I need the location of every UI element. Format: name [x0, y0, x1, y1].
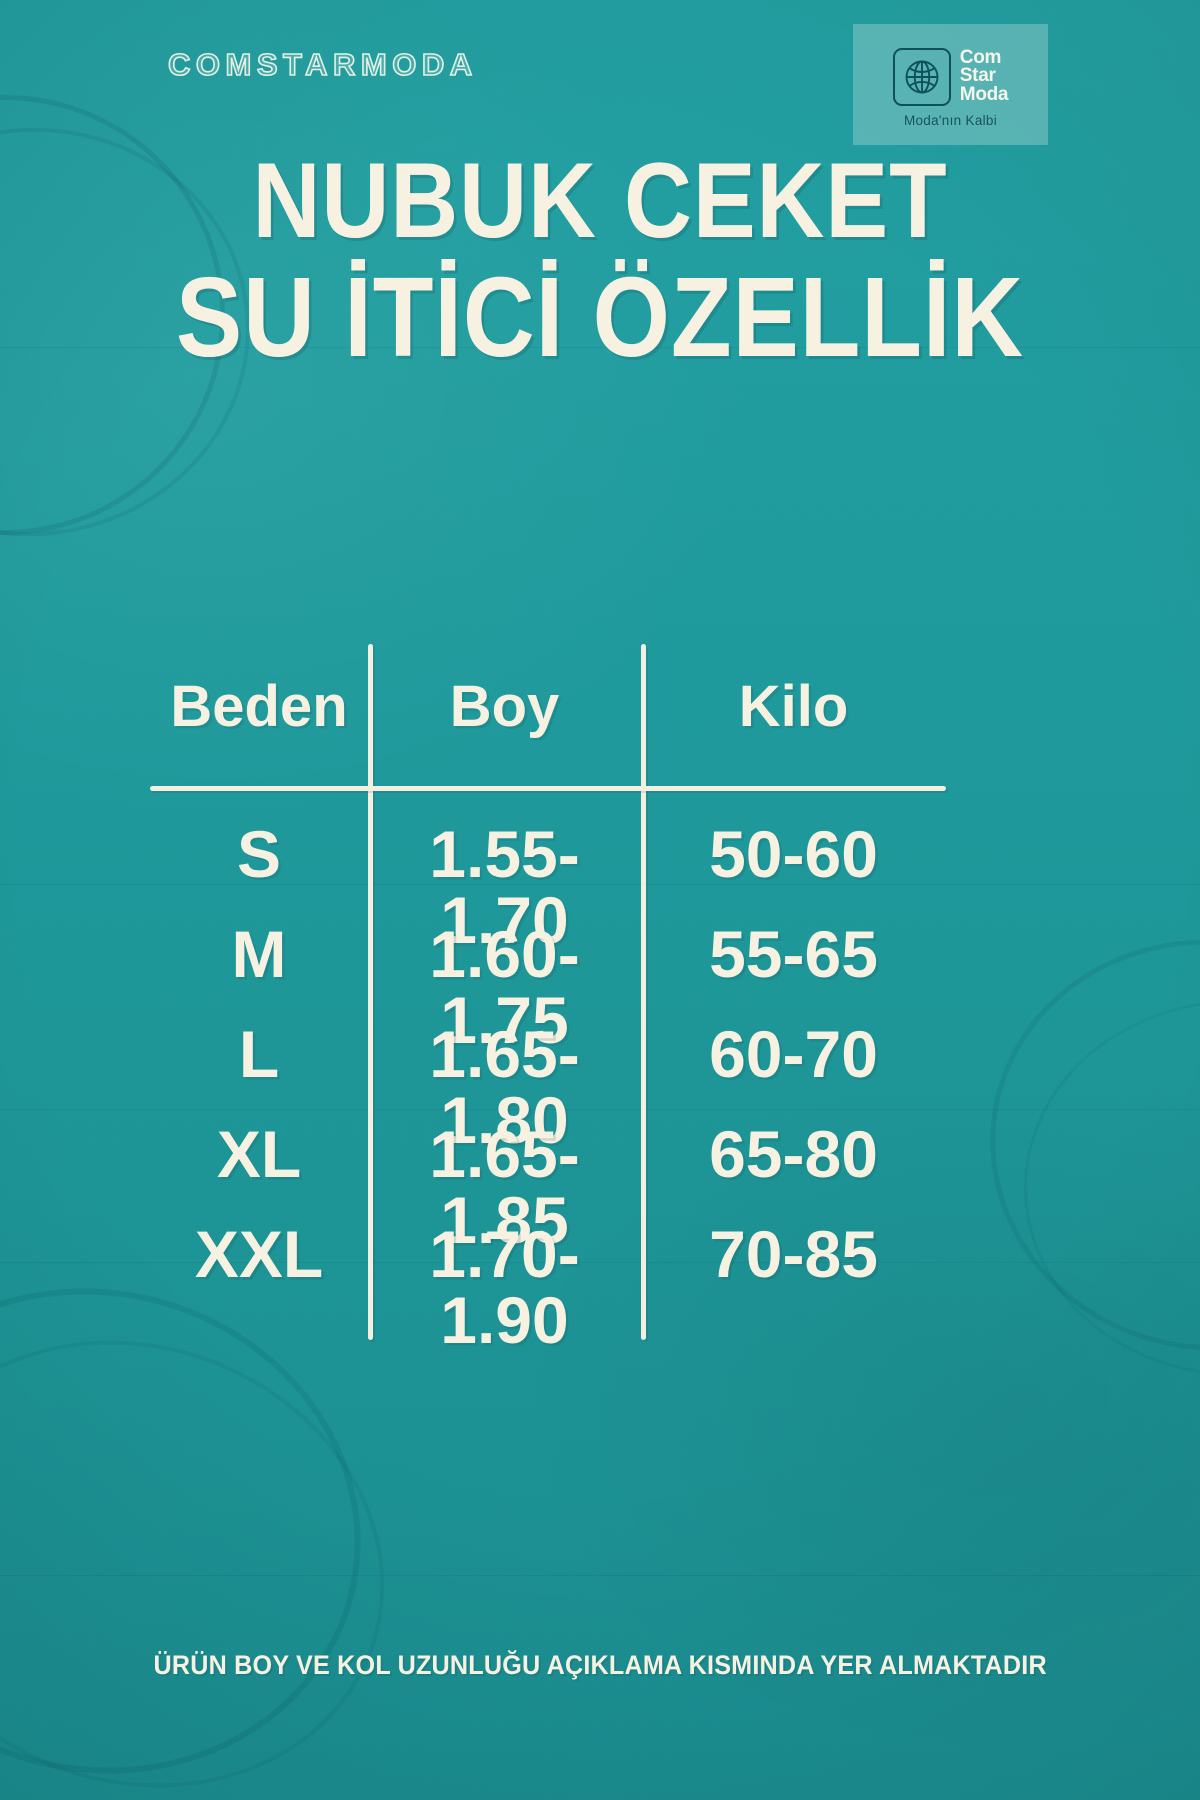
cell-kilo: 65-80: [709, 1117, 878, 1191]
column-header-beden: Beden: [170, 674, 348, 739]
cell-kilo: 60-70: [709, 1017, 878, 1091]
logo-tagline: Moda'nın Kalbi: [903, 112, 998, 128]
table-header-divider: [150, 786, 946, 791]
cell-boy: 1.65-1.80: [429, 1017, 580, 1157]
logo-line-3: Moda: [959, 83, 1009, 105]
cell-beden: XL: [216, 1117, 302, 1191]
page-title-line-2: SU İTİCİ ÖZELLİK: [175, 253, 1025, 380]
table-row: XXL 1.70-1.90 70-85: [150, 1221, 946, 1353]
page-title: NUBUK CEKET SU İTİCİ ÖZELLİK: [0, 140, 1200, 380]
size-table: Beden Boy Kilo S 1.55-1.70 50-60 M 1.60-…: [150, 548, 946, 1353]
logo-wordmark: Com Star Moda: [959, 47, 1009, 105]
cell-boy: 1.55-1.70: [429, 817, 580, 957]
table-row: XL 1.65-1.85 65-80: [150, 1121, 946, 1253]
table-row: S 1.55-1.70 50-60: [150, 821, 946, 953]
cell-boy: 1.65-1.85: [429, 1117, 580, 1257]
seam-line: [0, 1575, 1200, 1576]
logo-line-1: Com: [959, 47, 1002, 69]
logo-badge: Com Star Moda Moda'nın Kalbi: [853, 24, 1048, 145]
cell-beden: XXL: [194, 1217, 324, 1291]
globe-icon: [892, 47, 951, 106]
cell-boy: 1.70-1.90: [429, 1217, 580, 1357]
cell-kilo: 50-60: [709, 817, 878, 891]
table-column-divider: [368, 644, 373, 1340]
table-column-divider: [641, 644, 646, 1340]
decorative-hoop-icon: [963, 911, 1200, 1379]
column-header-boy: Boy: [449, 674, 560, 739]
page-title-line-1: NUBUK CEKET: [252, 140, 948, 260]
table-header-row: Beden Boy Kilo: [150, 678, 946, 736]
cell-kilo: 55-65: [709, 917, 878, 991]
footer-note-text: ÜRÜN BOY VE KOL UZUNLUĞU AÇIKLAMA KISMIN…: [153, 1650, 1047, 1680]
decorative-hoop-icon: [1024, 1000, 1200, 1376]
logo-line-2: Star: [959, 65, 996, 87]
footer-note: ÜRÜN BOY VE KOL UZUNLUĞU AÇIKLAMA KISMIN…: [0, 1650, 1200, 1681]
cell-boy: 1.60-1.75: [429, 917, 580, 1057]
logo-row: Com Star Moda: [892, 47, 1009, 106]
column-header-kilo: Kilo: [738, 674, 849, 739]
table-row: L 1.65-1.80 60-70: [150, 1021, 946, 1153]
cell-kilo: 70-85: [709, 1217, 878, 1291]
cell-beden: M: [231, 917, 287, 991]
table-row: M 1.60-1.75 55-65: [150, 921, 946, 1053]
brand-wordmark: COMSTARMODA: [167, 46, 478, 83]
cell-beden: S: [236, 817, 282, 891]
cell-beden: L: [238, 1017, 280, 1091]
